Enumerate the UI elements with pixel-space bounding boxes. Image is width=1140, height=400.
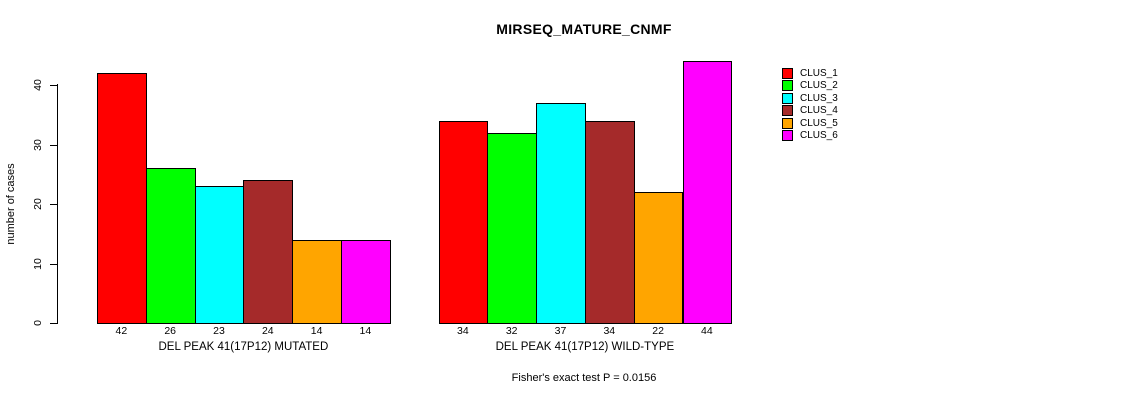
- bar-clus-5-del-peak-41-17p12-mutated: [292, 239, 342, 324]
- y-axis-title: number of cases: [5, 163, 17, 245]
- bar-clus-1-del-peak-41-17p12-wild-type: [438, 120, 489, 324]
- y-tick-label: 40: [32, 79, 44, 91]
- y-tick-mark: [50, 85, 57, 86]
- bar-clus-4-del-peak-41-17p12-mutated: [243, 180, 294, 324]
- y-tick-label: 30: [32, 138, 44, 151]
- bar-clus-5-del-peak-41-17p12-wild-type: [633, 192, 684, 324]
- group-label-del-peak-41-17p12-wild-type: DEL PEAK 41(17P12) WILD-TYPE: [495, 341, 675, 353]
- bar-clus-6-del-peak-41-17p12-mutated: [341, 239, 391, 324]
- legend-swatch-clus-4: [782, 105, 793, 117]
- legend-swatch-clus-1: [782, 68, 793, 79]
- legend-swatch-clus-5: [782, 117, 793, 129]
- legend-label-clus-6: CLUS_6: [800, 130, 838, 141]
- legend-label-clus-2: CLUS_2: [800, 80, 838, 92]
- bar-clus-2-del-peak-41-17p12-mutated: [145, 168, 196, 324]
- bar-value-label: 22: [652, 325, 664, 337]
- bar-clus-4-del-peak-41-17p12-wild-type: [584, 120, 635, 324]
- y-tick-mark: [50, 263, 57, 265]
- legend-label-clus-3: CLUS_3: [800, 92, 838, 104]
- bar-clus-3-del-peak-41-17p12-mutated: [194, 186, 245, 324]
- legend-swatch-clus-3: [782, 92, 793, 104]
- bar-value-label: 14: [359, 325, 372, 337]
- bar-value-label: 42: [115, 325, 128, 337]
- y-axis-line: [57, 84, 58, 324]
- y-tick-mark: [50, 144, 57, 146]
- legend-label-clus-4: CLUS_4: [800, 105, 838, 117]
- bar-value-label: 44: [701, 325, 713, 337]
- bar-value-label: 37: [554, 325, 567, 337]
- bar-clus-1-del-peak-41-17p12-mutated: [97, 73, 147, 324]
- bar-clus-6-del-peak-41-17p12-wild-type: [682, 61, 733, 324]
- legend-swatch-clus-6: [782, 130, 793, 141]
- legend-label-clus-1: CLUS_1: [800, 68, 838, 79]
- y-tick-mark: [50, 323, 57, 324]
- bar-value-label: 32: [505, 325, 518, 337]
- bar-value-label: 26: [164, 325, 177, 337]
- group-label-del-peak-41-17p12-mutated: DEL PEAK 41(17P12) MUTATED: [158, 341, 329, 353]
- y-tick-label: 10: [32, 257, 44, 270]
- y-tick-mark: [50, 204, 57, 205]
- bar-value-label: 14: [310, 325, 323, 337]
- y-tick-label: 0: [32, 320, 44, 326]
- legend-label-clus-5: CLUS_5: [800, 117, 838, 129]
- bar-value-label: 24: [261, 325, 274, 337]
- bar-clus-2-del-peak-41-17p12-wild-type: [487, 132, 538, 324]
- legend-swatch-clus-2: [782, 80, 793, 92]
- fisher-test-annotation: Fisher's exact test P = 0.0156: [511, 372, 657, 384]
- chart-title: MIRSEQ_MATURE_CNMF: [496, 21, 672, 37]
- bar-value-label: 34: [603, 325, 616, 337]
- bar-clus-3-del-peak-41-17p12-wild-type: [536, 102, 586, 324]
- bar-value-label: 34: [457, 325, 469, 337]
- bar-value-label: 23: [213, 325, 225, 337]
- y-tick-label: 20: [32, 198, 44, 210]
